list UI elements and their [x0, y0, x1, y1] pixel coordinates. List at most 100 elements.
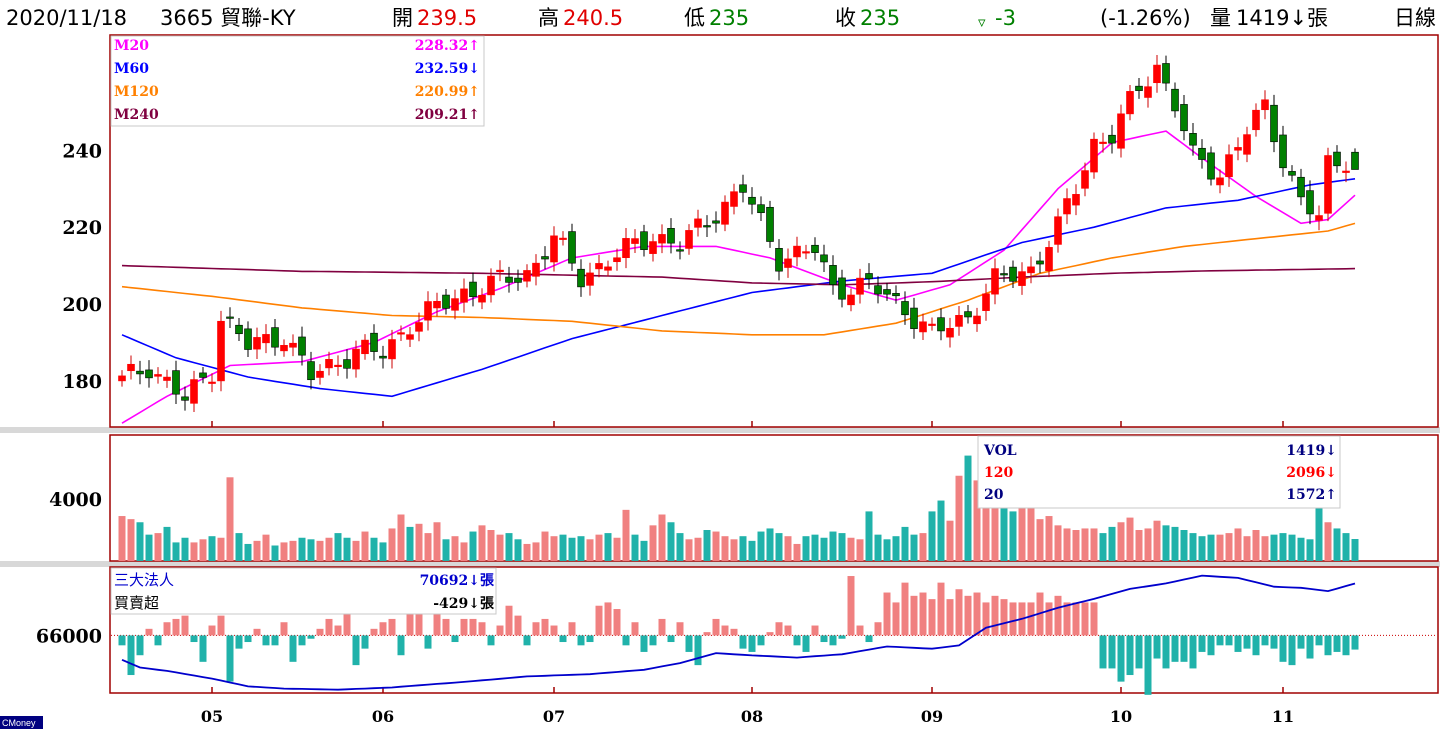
net-bar: [1027, 602, 1035, 636]
quote-header: 2020/11/18 3665 貿聯-KY 開 239.5 高 240.5 低 …: [0, 0, 1440, 34]
volume-bar: [1072, 530, 1080, 561]
legend-vol20-name: 20: [984, 487, 1004, 503]
volume-bar: [757, 531, 765, 561]
net-bar: [442, 618, 450, 636]
net-bar: [1126, 635, 1134, 676]
volume-bar: [649, 525, 657, 561]
net-bar: [1207, 635, 1215, 656]
volume-bar: [253, 540, 261, 561]
net-bar: [946, 599, 954, 636]
candle-body: [712, 220, 720, 224]
candle-body: [145, 369, 153, 379]
net-bar: [703, 632, 711, 636]
candle-body: [127, 363, 135, 372]
candle-body: [1072, 194, 1080, 206]
volume-bar: [730, 539, 738, 561]
panel-backgrounds: [0, 34, 1440, 694]
candle-body: [280, 345, 288, 352]
net-bar: [883, 592, 891, 636]
x-tick-label: 08: [741, 707, 763, 726]
net-bar: [928, 599, 936, 636]
candle-body: [379, 355, 387, 359]
candle-body: [1144, 86, 1152, 98]
candle-body: [964, 311, 972, 318]
volume-bar: [721, 536, 729, 561]
candle-body: [1036, 260, 1044, 265]
volume-bar: [1306, 539, 1314, 561]
inst-legend: 三大法人 70692↓張 買賣超 -429↓張: [110, 567, 497, 615]
volume-bar: [541, 531, 549, 561]
volume-bar: [973, 480, 981, 561]
candle-body: [883, 289, 891, 295]
volume-bar: [1099, 533, 1107, 561]
volume-bar: [865, 511, 873, 561]
net-bar: [280, 622, 288, 636]
institutional-line: [121, 574, 1356, 691]
volume-bar: [361, 531, 369, 561]
net-bar: [1270, 635, 1278, 649]
volume-bar: [1225, 533, 1233, 561]
volume-bar: [127, 519, 135, 561]
candle-body: [442, 294, 450, 309]
volume-bar: [1216, 534, 1224, 561]
inst-panel-frame: [109, 566, 1439, 694]
volume-bar: [469, 531, 477, 561]
volume-bar: [613, 537, 621, 561]
net-bar: [793, 635, 801, 646]
candle-body: [1063, 198, 1071, 215]
volume-bar: [424, 533, 432, 561]
net-bar: [244, 635, 252, 643]
high-label: 高: [538, 6, 559, 30]
net-bar: [469, 618, 477, 636]
net-bar: [451, 635, 459, 643]
net-bar: [658, 618, 666, 636]
net-bar: [559, 635, 567, 643]
net-bar: [397, 635, 405, 656]
volume-bar: [892, 536, 900, 561]
candle-body: [1189, 133, 1197, 146]
close-label: 收: [835, 6, 856, 30]
close-value: 235: [860, 6, 901, 30]
volume-bar: [532, 542, 540, 561]
net-bar: [208, 625, 216, 636]
net-bar: [676, 622, 684, 636]
candle-body: [1117, 113, 1125, 149]
volume-bar: [568, 537, 576, 561]
candle-body: [1315, 215, 1323, 221]
inst-line: [121, 574, 1356, 691]
net-bar: [622, 635, 630, 646]
candle-body: [352, 348, 360, 370]
candle-body: [1252, 109, 1260, 131]
volume-bar: [415, 523, 423, 561]
volume-bar: [442, 539, 450, 561]
net-bar: [217, 615, 225, 636]
legend-m120-value: 220.99↑: [415, 84, 480, 100]
candle-body: [559, 237, 567, 240]
legend-vol-name: VOL: [983, 443, 1017, 459]
candle-body: [478, 294, 486, 303]
candle-body: [1333, 151, 1341, 167]
volume-bar: [712, 531, 720, 561]
volume-bar: [703, 530, 711, 561]
volume-label: 量: [1210, 6, 1231, 30]
volume-bar: [433, 522, 441, 561]
net-bar: [595, 605, 603, 636]
volume-bar: [172, 542, 180, 561]
volume-bar: [937, 500, 945, 561]
net-bar: [154, 635, 162, 646]
candle-body: [199, 372, 207, 378]
volume-bar: [1261, 536, 1269, 561]
candle-body: [928, 323, 936, 326]
volume-bar: [307, 539, 315, 561]
net-bar: [307, 635, 315, 639]
net-bar: [460, 618, 468, 636]
candle-body: [217, 320, 225, 382]
net-bar: [1099, 635, 1107, 669]
net-bar: [649, 635, 657, 646]
volume-bar: [208, 536, 216, 561]
candle-body: [1081, 170, 1089, 189]
volume-bar: [622, 509, 630, 561]
volume-bar: [334, 533, 342, 561]
net-bar: [1144, 635, 1152, 695]
net-bar: [1135, 635, 1143, 669]
